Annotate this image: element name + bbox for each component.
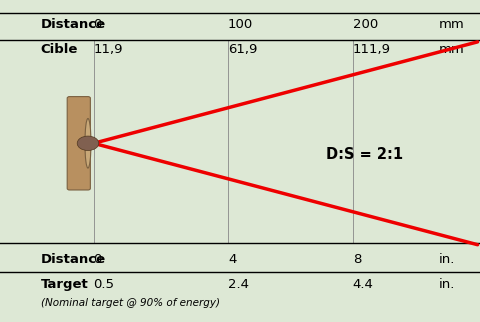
Text: 0: 0 — [94, 253, 102, 266]
Text: mm: mm — [439, 43, 465, 56]
FancyBboxPatch shape — [67, 97, 90, 190]
Text: Target: Target — [41, 279, 88, 291]
Text: 111,9: 111,9 — [353, 43, 391, 56]
Text: 2.4: 2.4 — [228, 279, 249, 291]
Text: 0: 0 — [94, 18, 102, 31]
Text: in.: in. — [439, 253, 456, 266]
Text: 100: 100 — [228, 18, 253, 31]
Text: 4: 4 — [228, 253, 236, 266]
Text: Cible: Cible — [41, 43, 78, 56]
Text: 0.5: 0.5 — [94, 279, 115, 291]
Text: 4.4: 4.4 — [353, 279, 373, 291]
Text: Distance: Distance — [41, 18, 106, 31]
Text: Distance: Distance — [41, 253, 106, 266]
Text: in.: in. — [439, 279, 456, 291]
Text: 11,9: 11,9 — [94, 43, 123, 56]
Text: (Nominal target @ 90% of energy): (Nominal target @ 90% of energy) — [41, 298, 220, 308]
Text: 61,9: 61,9 — [228, 43, 257, 56]
Circle shape — [77, 136, 99, 150]
Text: D:S = 2:1: D:S = 2:1 — [326, 147, 404, 162]
Text: mm: mm — [439, 18, 465, 31]
Ellipse shape — [85, 118, 91, 168]
Text: 200: 200 — [353, 18, 378, 31]
Text: 8: 8 — [353, 253, 361, 266]
